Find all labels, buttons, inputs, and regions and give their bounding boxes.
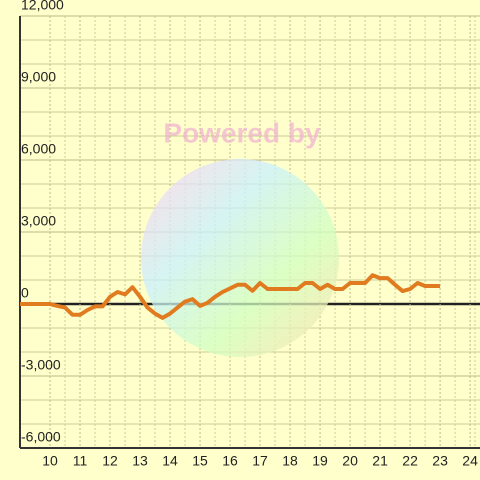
- x-tick-label: 23: [432, 453, 448, 469]
- x-tick-label: 12: [102, 453, 118, 469]
- y-tick-label: 0: [21, 285, 29, 301]
- x-tick-label: 15: [192, 453, 208, 469]
- y-tick-label: 6,000: [21, 141, 56, 157]
- y-tick-label: -3,000: [21, 357, 61, 373]
- y-tick-label: 9,000: [21, 69, 56, 85]
- x-tick-label: 19: [312, 453, 328, 469]
- x-tick-label: 17: [252, 453, 268, 469]
- watermark-logo: [141, 159, 339, 357]
- x-tick-label: 18: [282, 453, 298, 469]
- x-tick-label: 20: [342, 453, 358, 469]
- y-tick-label: 3,000: [21, 213, 56, 229]
- y-tick-label: -6,000: [21, 429, 61, 445]
- x-tick-label: 16: [222, 453, 238, 469]
- x-tick-label: 11: [73, 453, 88, 469]
- watermark-text: Powered by: [163, 117, 321, 148]
- data-line: [20, 273, 441, 320]
- x-tick-label: 24: [462, 453, 478, 469]
- y-tick-label: 12,000: [21, 0, 64, 13]
- x-tick-label: 21: [372, 453, 388, 469]
- x-tick-label: 10: [42, 453, 58, 469]
- x-tick-label: 22: [402, 453, 418, 469]
- x-tick-label: 14: [162, 453, 178, 469]
- x-tick-label: 13: [132, 453, 148, 469]
